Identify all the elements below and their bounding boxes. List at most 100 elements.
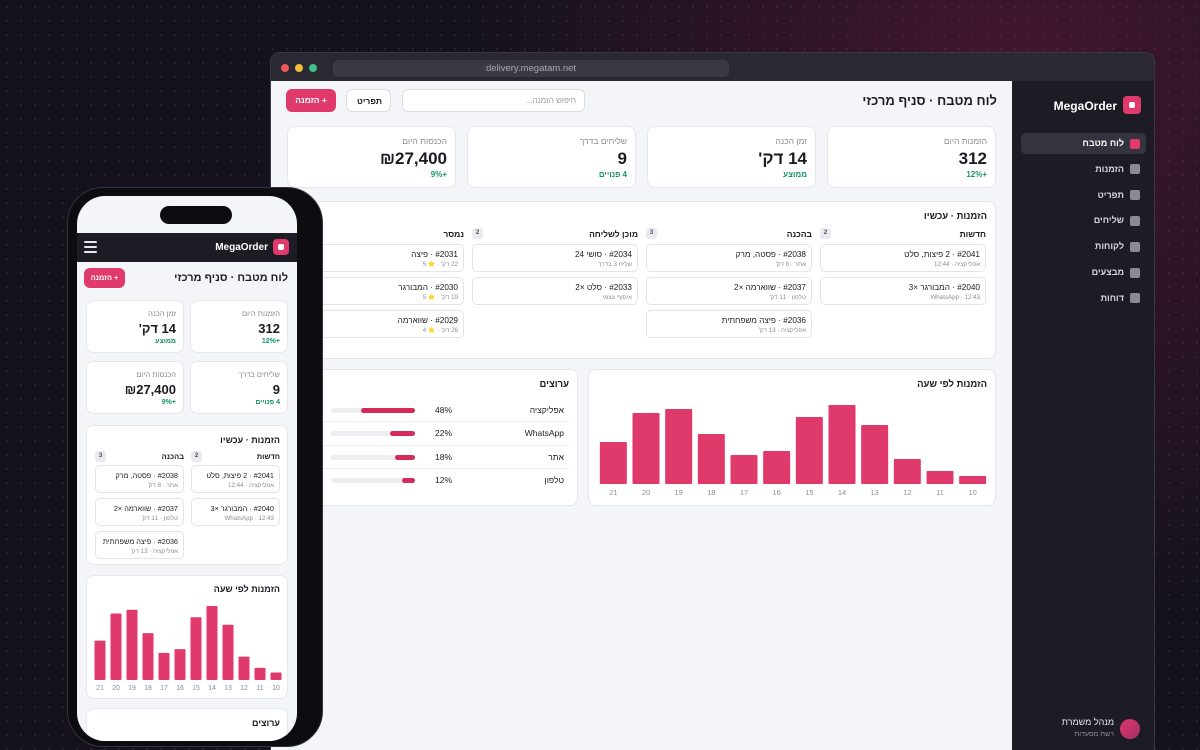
- order-card[interactable]: #2038 · פסטה, מרק אתר · 8 דק': [95, 465, 184, 493]
- order-title: #2029 · שווארמה: [397, 316, 458, 325]
- column-count: 2: [472, 227, 483, 239]
- order-meta: WhatsApp · 12:43: [224, 515, 274, 522]
- new-order-button[interactable]: + הזמנה: [84, 268, 125, 288]
- bar: [599, 442, 627, 484]
- chart-title: הזמנות לפי שעה: [917, 379, 987, 390]
- kpi-note: +12%: [966, 170, 987, 179]
- order-card[interactable]: #2033 · סלט ×2 איסוף עצמי: [472, 277, 638, 305]
- order-card[interactable]: #2037 · שווארמה ×2 טלפון · 11 דק': [646, 277, 812, 305]
- logo-mark: [278, 244, 284, 250]
- kpi-value: ₪27,400: [124, 382, 176, 397]
- x-tick-label: 17: [740, 488, 748, 497]
- nav-item[interactable]: הזמנות: [1021, 159, 1146, 180]
- new-order-button[interactable]: + הזמנה: [286, 89, 336, 112]
- column-name: חדשות: [959, 229, 986, 239]
- order-card[interactable]: #2036 · פיצה משפחתית אפליקציה · 13 דק': [646, 310, 812, 338]
- nav-item[interactable]: תפריט: [1021, 185, 1146, 206]
- kpi-value: 9: [272, 382, 280, 397]
- menu-line: [84, 246, 97, 248]
- nav-label: דוחות: [1100, 292, 1124, 303]
- order-card[interactable]: #2034 · סושי 24 שליח 3 בדרך: [472, 244, 638, 272]
- menu-icon[interactable]: [84, 241, 98, 253]
- column-count: 2: [820, 227, 831, 239]
- order-meta: אפליקציה · 13 דק': [758, 327, 806, 334]
- x-tick-label: 14: [208, 685, 216, 692]
- bar: [401, 477, 415, 483]
- window-dot: [295, 64, 303, 72]
- order-meta: אפליקציה · 13 דק': [130, 548, 178, 555]
- order-title: #2037 · שווארמה ×2: [113, 504, 178, 513]
- column-count: 2: [191, 450, 202, 462]
- order-title: #2040 · המבורגר ×3: [210, 504, 274, 513]
- bar: [206, 606, 218, 680]
- column-name: בהכנה: [161, 452, 184, 461]
- page-title: לוח מטבח · סניף מרכזי: [862, 93, 997, 108]
- order-title: #2031 · פיצה: [411, 250, 458, 259]
- kpi-note: 4 פנויים: [598, 170, 627, 179]
- menu-button[interactable]: תפריט: [346, 89, 391, 112]
- menu-line: [84, 241, 97, 243]
- order-card[interactable]: #2040 · המבורגר ×3 WhatsApp · 12:43: [820, 277, 986, 305]
- order-title: #2033 · סלט ×2: [575, 283, 632, 292]
- order-meta: שליח 3 בדרך: [598, 261, 632, 268]
- channel-share: 18%: [434, 451, 452, 462]
- order-title: #2041 · 2 פיצות, סלט: [206, 471, 274, 480]
- count-text: 2: [194, 452, 199, 459]
- nav-item[interactable]: לוח מטבח: [1021, 133, 1146, 154]
- kpi-card: זמן הכנה 14 דק' ממוצע: [647, 126, 816, 188]
- channel-share: 22%: [434, 428, 452, 439]
- kpi-label: הכנסות היום: [402, 136, 447, 146]
- x-tick-label: 20: [642, 488, 650, 497]
- nav-item[interactable]: מבצעים: [1021, 262, 1146, 283]
- nav-icon: [1130, 164, 1140, 175]
- brand: MegaOrder: [1053, 99, 1117, 113]
- kpi-value: 14 דק': [758, 149, 807, 168]
- row-divider: [298, 467, 569, 469]
- nav-item[interactable]: שליחים: [1021, 210, 1146, 231]
- kpi-label: שליחים בדרך: [238, 370, 280, 379]
- column-name: נמסר: [443, 229, 464, 239]
- order-meta: 22 דק' · ⭐ 5: [422, 261, 458, 268]
- kpi-note: +9%: [430, 170, 447, 179]
- x-tick-label: 18: [707, 488, 715, 497]
- app-bar: MegaOrder: [77, 233, 297, 262]
- kpi-value: 9: [617, 149, 627, 168]
- kpi-card: הכנסות היום ₪27,400 +9%: [287, 126, 456, 188]
- order-card[interactable]: #2038 · פסטה, מרק אתר · 8 דק': [646, 244, 812, 272]
- x-tick-label: 19: [128, 685, 136, 692]
- notch: [160, 206, 232, 224]
- bar-track: [331, 477, 415, 483]
- kpi-label: זמן הכנה: [775, 136, 807, 146]
- bar: [222, 624, 234, 680]
- bar-track: [331, 454, 415, 460]
- search-box[interactable]: חיפוש הזמנה...: [402, 89, 585, 112]
- kpi-label: הזמנות היום: [241, 309, 280, 318]
- count-text: 2: [823, 229, 828, 236]
- column-name: חדשות: [256, 452, 280, 461]
- order-card[interactable]: #2031 · פיצה 22 דק' · ⭐ 5: [298, 244, 464, 272]
- chart-panel: הזמנות לפי שעה 10 11 12 13 14 15 16 17 18 19 20 21: [86, 575, 288, 699]
- bar: [926, 471, 954, 484]
- bar: [730, 455, 758, 484]
- column-count: 3: [95, 450, 106, 462]
- order-title: #2034 · סושי 24: [574, 250, 632, 259]
- bar: [763, 451, 791, 484]
- kpi-value: 312: [258, 321, 280, 336]
- chart: 10 11 12 13 14 15 16 17 18 19 20 21: [599, 405, 987, 497]
- order-card[interactable]: #2036 · פיצה משפחתית אפליקציה · 13 דק': [95, 531, 184, 559]
- order-card[interactable]: #2037 · שווארמה ×2 טלפון · 11 דק': [95, 498, 184, 526]
- nav-item[interactable]: דוחות: [1021, 288, 1146, 309]
- bar: [254, 667, 266, 680]
- order-card[interactable]: #2041 · 2 פיצות, סלט אפליקציה · 12:44: [191, 465, 280, 493]
- nav-item[interactable]: לקוחות: [1021, 236, 1146, 257]
- x-tick-label: 12: [903, 488, 911, 497]
- x-tick-label: 20: [112, 685, 120, 692]
- order-card[interactable]: #2041 · 2 פיצות, סלט אפליקציה · 12:44: [820, 244, 986, 272]
- bar: [390, 431, 415, 437]
- order-card[interactable]: #2029 · שווארמה 26 דק' · ⭐ 4: [298, 310, 464, 338]
- bar: [959, 476, 987, 484]
- x-tick-label: 12: [240, 685, 248, 692]
- column-name: בהכנה: [786, 229, 812, 239]
- order-card[interactable]: #2040 · המבורגר ×3 WhatsApp · 12:43: [191, 498, 280, 526]
